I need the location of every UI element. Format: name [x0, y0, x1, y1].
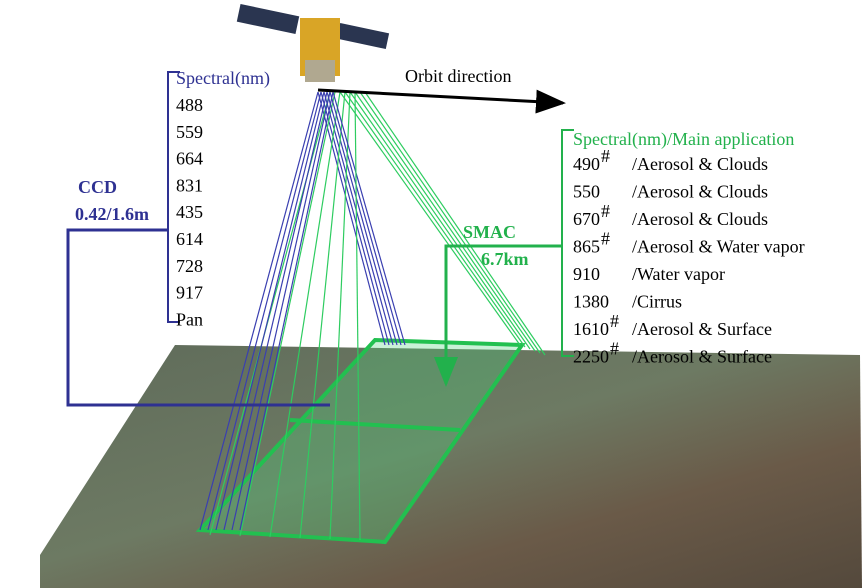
ccd-band: 831: [176, 175, 203, 195]
ccd-band: 614: [176, 229, 203, 249]
satellite: [236, 3, 390, 82]
ccd-band: 435: [176, 202, 203, 222]
smac-application: /Aerosol & Clouds: [632, 209, 768, 229]
smac-header: Spectral(nm)/Main application: [573, 129, 794, 150]
footprint-divider: [289, 418, 461, 432]
smac-band: 550: [573, 182, 600, 202]
smac-mark: #: [601, 146, 610, 166]
ccd-beam: [329, 91, 402, 346]
smac-beam: [269, 91, 341, 538]
ccd-beam: [215, 91, 325, 531]
beams: [199, 91, 546, 541]
ccd-beam: [326, 91, 398, 346]
smac-beam: [299, 91, 346, 539]
ccd-resolution: 0.42/1.6m: [75, 204, 149, 224]
smac-beam: [359, 91, 541, 354]
ccd-beam: [320, 91, 390, 346]
ccd-beam: [223, 91, 328, 531]
orbit-arrow: [317, 88, 566, 114]
smac-mark: #: [610, 339, 619, 359]
ccd-band: 728: [176, 256, 203, 276]
smac-application: /Aerosol & Water vapor: [632, 237, 805, 257]
smac-band: 1610: [573, 319, 609, 339]
smac-application: /Aerosol & Surface: [632, 347, 772, 367]
smac-connector: [434, 244, 562, 387]
smac-mark: #: [610, 311, 619, 331]
smac-name: SMAC: [463, 222, 516, 242]
ccd-bracket: [167, 71, 180, 323]
smac-band: 670: [573, 209, 600, 229]
smac-beam: [364, 91, 546, 356]
ccd-beam: [231, 91, 331, 531]
smac-band: 490: [573, 154, 600, 174]
orbit-label: Orbit direction: [405, 66, 511, 86]
ccd-band: Pan: [176, 309, 203, 329]
ccd-header: Spectral(nm): [176, 68, 270, 89]
smac-beam: [349, 91, 531, 350]
ccd-beam: [317, 91, 386, 346]
smac-beam: [329, 91, 351, 540]
ccd-band: 917: [176, 283, 203, 303]
smac-beam: [344, 91, 526, 348]
ccd-band: 488: [176, 95, 203, 115]
smac-band: 2250: [573, 347, 609, 367]
ccd-beam: [207, 91, 322, 531]
ccd-band: 664: [176, 149, 203, 169]
smac-band: 1380: [573, 292, 609, 312]
ccd-name: CCD: [78, 177, 117, 197]
ccd-beam: [332, 91, 406, 346]
smac-beam: [354, 91, 361, 541]
ccd-beam: [239, 91, 334, 531]
smac-mark: #: [601, 229, 610, 249]
smac-beam: [354, 91, 536, 352]
smac-application: /Aerosol & Clouds: [632, 154, 768, 174]
smac-mark: #: [601, 201, 610, 221]
ccd-beam: [323, 91, 394, 346]
smac-application: /Aerosol & Surface: [632, 319, 772, 339]
smac-beam: [239, 91, 336, 537]
smac-band: 865: [573, 237, 600, 257]
smac-beam: [339, 91, 521, 346]
smac-resolution: 6.7km: [481, 249, 529, 269]
smac-application: /Cirrus: [632, 292, 682, 312]
ccd-beam: [199, 91, 319, 531]
smac-footprint: [195, 337, 526, 545]
ccd-connector: [66, 228, 330, 407]
smac-application: /Water vapor: [632, 264, 725, 284]
smac-application: /Aerosol & Clouds: [632, 182, 768, 202]
smac-band: 910: [573, 264, 600, 284]
smac-bracket: [561, 129, 574, 357]
ccd-band: 559: [176, 122, 203, 142]
